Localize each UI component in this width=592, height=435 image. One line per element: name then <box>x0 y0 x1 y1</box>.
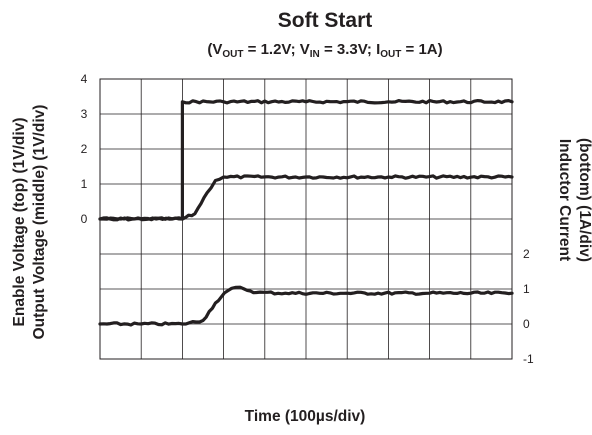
left-tick-label: 4 <box>81 72 88 86</box>
y-axis-label-left-2: Output Voltage (middle) (1V/div) <box>31 105 48 340</box>
tick-labels: 4 3 2 1 0 2 1 0 -1 <box>81 72 534 366</box>
subtitle-part: = 3.3V; I <box>320 41 380 58</box>
y-axis-label-left-1: Enable Voltage (top) (1V/div) <box>11 118 28 327</box>
right-tick-label: 1 <box>523 282 530 296</box>
plot-traces <box>98 99 514 327</box>
subtitle-subscript: OUT <box>380 49 401 60</box>
left-tick-label: 3 <box>81 107 88 121</box>
subtitle-part: = 1.2V; V <box>243 41 309 58</box>
chart-title: Soft Start <box>278 9 373 32</box>
left-tick-label: 2 <box>81 142 88 156</box>
subtitle-subscript: IN <box>310 49 320 60</box>
right-tick-label: -1 <box>523 352 534 366</box>
subtitle-subscript: OUT <box>222 49 243 60</box>
subtitle-part: (V <box>207 41 222 58</box>
trace-output-voltage <box>98 174 514 222</box>
trace-inductor-current <box>98 285 514 327</box>
left-tick-label: 0 <box>81 212 88 226</box>
y-axis-label-right-1: Inductor Current <box>556 139 573 261</box>
plot-grid <box>99 78 513 360</box>
subtitle-part: = 1A) <box>401 41 442 58</box>
y-axis-label-right-2: (bottom) (1A/div) <box>576 138 592 262</box>
chart-subtitle: (VOUT = 1.2V; VIN = 3.3V; IOUT = 1A) <box>207 41 442 60</box>
right-tick-label: 2 <box>523 247 530 261</box>
right-tick-label: 0 <box>523 317 530 331</box>
x-axis-label: Time (100µs/div) <box>245 408 366 425</box>
left-tick-label: 1 <box>81 177 88 191</box>
